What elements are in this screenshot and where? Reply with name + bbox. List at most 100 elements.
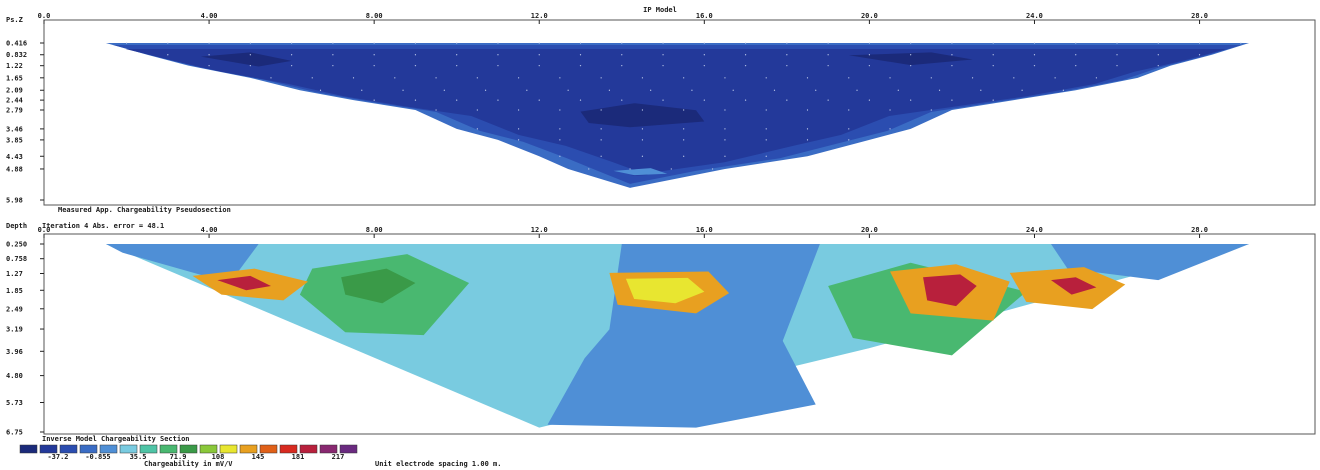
legend-section-title: Inverse Model Chargeability Section: [42, 435, 190, 443]
inverse-model-y-tick-label: 3.19: [6, 326, 23, 334]
data-point: [683, 109, 685, 111]
model-anomaly: [217, 275, 271, 291]
model-low-region: [1050, 244, 1250, 281]
legend-swatch: [19, 444, 38, 454]
legend-swatch: [339, 444, 358, 454]
data-point: [414, 54, 417, 56]
data-point: [249, 42, 251, 44]
data-point: [1157, 65, 1159, 67]
data-point: [1013, 77, 1015, 79]
data-point: [208, 54, 210, 56]
data-point: [1116, 42, 1118, 44]
data-point: [711, 168, 714, 170]
data-point: [765, 77, 767, 79]
pseudosection-y-tick-label: 2.09: [6, 87, 23, 95]
pseudosection-ylabel: Ps.Z: [6, 16, 23, 24]
data-point: [806, 109, 809, 111]
legend-swatch: [239, 444, 258, 454]
inverse-model-y-tick-label: 1.27: [6, 270, 23, 278]
data-point: [951, 54, 953, 56]
model-anomaly: [923, 274, 977, 307]
data-point: [1157, 54, 1159, 56]
inverse-model-x-tick-label: 4.00: [201, 226, 218, 234]
data-point: [641, 128, 644, 130]
data-point: [559, 155, 561, 157]
inverse-model-y-tick-label: 3.96: [6, 348, 23, 356]
pseudosection-x-tick-label: 8.00: [366, 12, 383, 20]
legend-swatch: [319, 444, 338, 454]
pseudosection-title: Measured App. Chargeability Pseudosectio…: [58, 206, 231, 214]
data-point: [402, 89, 404, 91]
data-point: [703, 54, 705, 56]
data-point: [806, 77, 809, 79]
data-point: [773, 89, 776, 91]
pseudosection-y-tick-label: 3.85: [6, 136, 23, 144]
data-point: [930, 109, 932, 111]
data-point: [1021, 89, 1023, 91]
inverse-model-x-tick-label: 12.0: [531, 226, 548, 234]
data-point: [332, 42, 334, 44]
legend-tick-label: 71.9: [170, 453, 187, 461]
inverse-model-y-tick-label: 5.73: [6, 399, 23, 407]
data-point: [650, 89, 652, 91]
data-point: [670, 168, 672, 170]
legend-tick-label: 145: [252, 453, 265, 461]
data-point: [848, 109, 850, 111]
data-point: [518, 128, 520, 130]
data-point: [526, 89, 528, 91]
data-point: [1095, 77, 1097, 79]
data-point: [806, 139, 809, 141]
data-point: [724, 139, 726, 141]
data-point: [724, 128, 726, 130]
legend-swatch: [59, 444, 78, 454]
data-point: [600, 128, 602, 130]
inverse-model-y-tick-label: 0.250: [6, 241, 27, 249]
inverse-model-fill: [105, 244, 1250, 428]
data-point: [538, 65, 540, 67]
legend-swatch: [299, 444, 318, 454]
data-point: [476, 77, 478, 79]
data-point: [621, 65, 623, 67]
data-point: [497, 65, 499, 67]
data-point: [208, 42, 210, 44]
data-point: [443, 89, 445, 91]
data-point: [1062, 89, 1064, 91]
data-point: [125, 42, 128, 44]
data-point: [559, 109, 561, 111]
data-point: [744, 65, 747, 67]
data-point: [319, 89, 322, 91]
data-point: [641, 155, 644, 157]
pseudosection-panel: Ps.Z 0.0 4.00 8.00 12.0 16.0 20.0 24.0 28.0 0.4…: [6, 12, 1316, 214]
data-point: [827, 42, 829, 44]
data-point: [567, 89, 569, 91]
model-anomaly: [1050, 277, 1097, 295]
data-point: [497, 99, 499, 101]
data-point: [786, 42, 788, 44]
data-point: [848, 77, 850, 79]
legend-tick-label: 181: [292, 453, 305, 461]
inverse-model-x-tick-label: 24.0: [1026, 226, 1043, 234]
data-point: [456, 54, 458, 56]
data-point: [249, 65, 251, 67]
data-point: [827, 54, 829, 56]
legend-swatch: [199, 444, 218, 454]
data-point: [291, 42, 293, 44]
data-point: [703, 99, 705, 101]
inverse-model-x-tick-label: 16.0: [696, 226, 713, 234]
data-point: [559, 139, 561, 141]
data-point: [744, 42, 747, 44]
data-point: [559, 128, 561, 130]
inverse-model-x-tick-label: 0.0: [38, 226, 51, 234]
data-point: [167, 42, 169, 44]
data-point: [992, 54, 994, 56]
pseudosection-y-tick-label: 3.46: [6, 125, 23, 133]
legend-tick-label: 35.5: [130, 453, 147, 461]
data-point: [435, 77, 437, 79]
data-point: [600, 77, 602, 79]
data-point: [538, 42, 540, 44]
data-point: [868, 54, 870, 56]
data-point: [662, 99, 664, 101]
data-point: [683, 128, 685, 130]
data-point: [600, 155, 602, 157]
data-point: [910, 42, 912, 44]
